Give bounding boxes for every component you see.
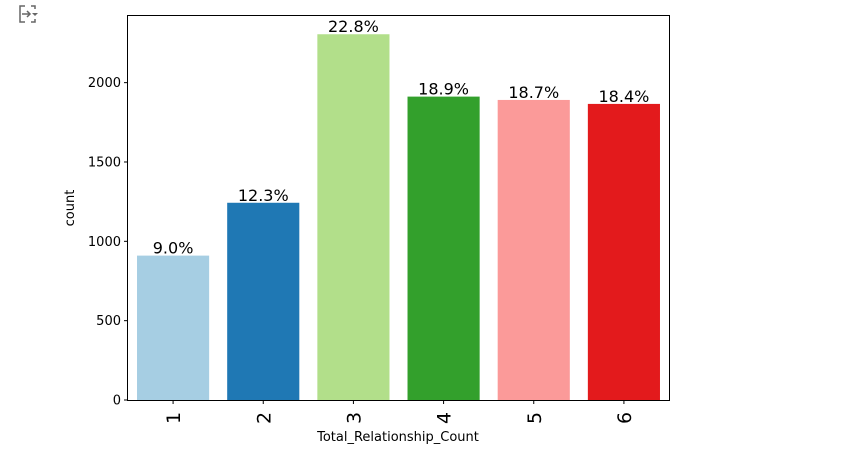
y-axis: 0 500 1000 1500 2000 — [88, 76, 128, 409]
x-tick-label-2: 2 — [253, 412, 275, 424]
x-tick-label-1: 1 — [163, 412, 185, 424]
bar-3 — [317, 34, 390, 401]
bar-5 — [497, 99, 570, 401]
bar-labels-layer: 9.0% 12.3% 22.8% 18.9% 18.7% 18.4% — [153, 17, 650, 257]
y-tick-label-1500: 1500 — [88, 155, 121, 170]
bar-label-1: 9.0% — [153, 239, 194, 258]
y-tick-label-500: 500 — [96, 314, 121, 329]
x-tick-label-5: 5 — [524, 412, 546, 424]
bar-label-5: 18.7% — [508, 83, 559, 102]
x-tick-label-4: 4 — [434, 412, 456, 424]
x-axis: 1 2 3 4 5 6 — [163, 400, 636, 424]
bar-1 — [137, 255, 210, 400]
bar-4 — [407, 96, 480, 400]
bar-label-4: 18.9% — [418, 80, 469, 99]
y-tick-label-1000: 1000 — [88, 235, 121, 250]
x-tick-label-3: 3 — [343, 412, 365, 424]
bar-2 — [227, 202, 300, 400]
plot-frame — [127, 15, 670, 401]
x-tick-label-6: 6 — [614, 412, 636, 424]
bar-label-3: 22.8% — [328, 17, 379, 36]
y-tick-label-2000: 2000 — [88, 76, 121, 91]
bar-label-6: 18.4% — [599, 87, 650, 106]
bar-6 — [587, 103, 660, 400]
bar-label-2: 12.3% — [238, 186, 289, 205]
y-axis-title: count — [63, 190, 78, 227]
y-tick-label-0: 0 — [113, 394, 121, 409]
x-axis-title: Total_Relationship_Count — [316, 430, 479, 445]
output-toggle-icon[interactable] — [17, 4, 41, 26]
bars-layer — [137, 34, 660, 401]
